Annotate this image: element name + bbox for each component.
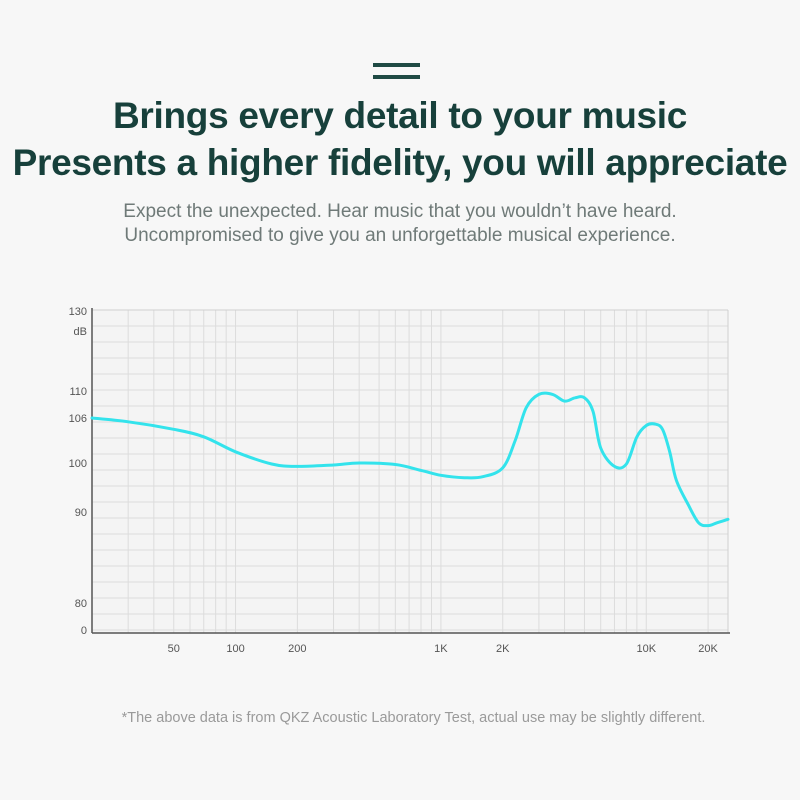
x-tick-label: 10K: [636, 643, 656, 655]
frequency-response-line: [90, 391, 730, 528]
page-title-line1: Brings every detail to your music: [112, 95, 688, 136]
x-tick-label: 50: [168, 643, 180, 655]
x-tick-label: 20K: [698, 643, 718, 655]
y-tick-label: 0: [81, 625, 87, 637]
y-tick-label: 106: [69, 413, 87, 425]
y-tick-label: 130: [69, 306, 87, 318]
page-title-line2: Presents a higher fidelity, you will app…: [12, 142, 788, 183]
x-tick-label: 2K: [496, 643, 510, 655]
subtitle-line1: Expect the unexpected. Hear music that y…: [123, 201, 677, 222]
x-tick-label: 1K: [434, 643, 448, 655]
y-tick-label: 110: [69, 386, 87, 398]
y-tick-label: 100: [69, 458, 87, 470]
y-tick-label: 80: [75, 598, 87, 610]
x-tick-label: 200: [288, 643, 306, 655]
subtitle-line2: Uncompromised to give you an unforgettab…: [124, 225, 676, 246]
menu-icon: [373, 63, 420, 79]
y-axis-label: dB: [74, 326, 87, 338]
y-tick-label: 90: [75, 507, 87, 519]
plot-area: [92, 310, 728, 633]
footnote: *The above data is from QKZ Acoustic Lab…: [121, 710, 706, 726]
x-tick-label: 100: [226, 643, 244, 655]
